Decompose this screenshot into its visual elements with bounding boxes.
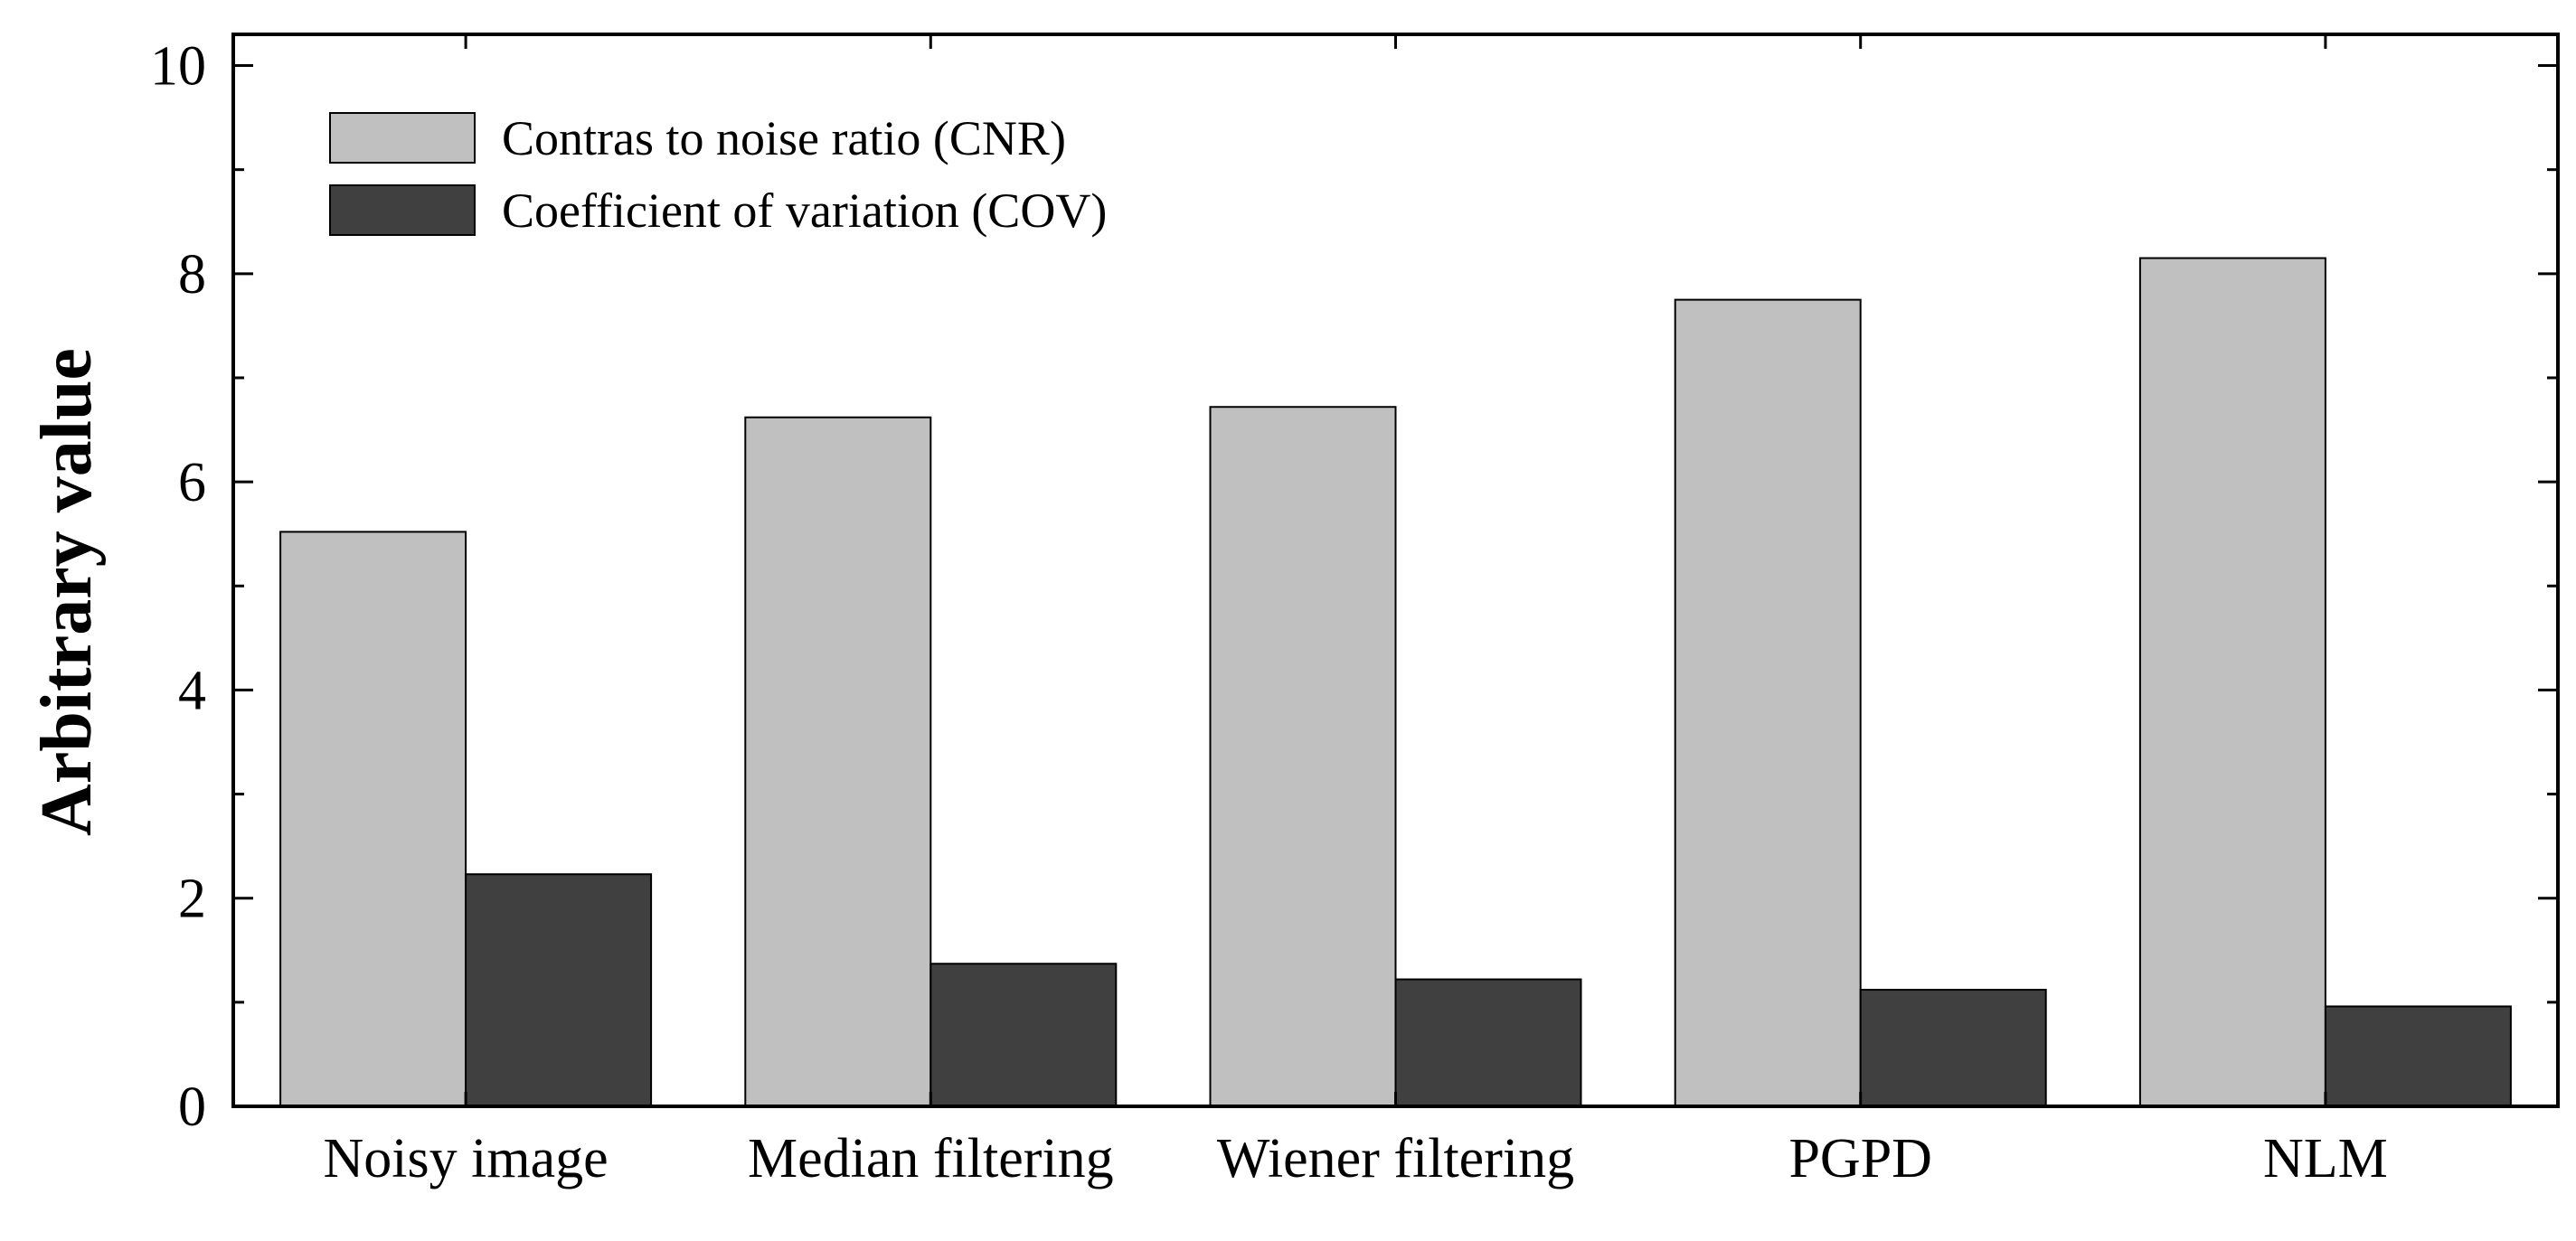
bar-cnr-2 bbox=[1209, 406, 1397, 1107]
x-category-label-3: PGPD bbox=[1788, 1128, 1932, 1189]
bar-cnr-4 bbox=[2138, 257, 2326, 1107]
y-tick-label-2: 4 bbox=[178, 660, 206, 721]
legend: Contras to noise ratio (CNR) Coefficient… bbox=[329, 111, 1107, 238]
bar-cnr-0 bbox=[279, 531, 467, 1107]
y-tick-label-0: 0 bbox=[178, 1076, 206, 1138]
ticks-layer bbox=[233, 34, 2558, 1108]
legend-label-cov: Coefficient of variation (COV) bbox=[502, 183, 1107, 238]
y-tick-label-5: 10 bbox=[150, 36, 206, 98]
bar-cnr-3 bbox=[1674, 298, 1862, 1108]
bar-cov-0 bbox=[465, 873, 653, 1107]
bar-cov-2 bbox=[1394, 978, 1582, 1108]
y-tick-labels: 0 2 4 6 8 10 bbox=[150, 36, 206, 1138]
bars-layer bbox=[279, 257, 2512, 1108]
legend-label-cnr: Contras to noise ratio (CNR) bbox=[502, 111, 1066, 165]
y-tick-label-3: 6 bbox=[178, 452, 206, 513]
bar-cov-1 bbox=[929, 963, 1118, 1107]
bar-cov-4 bbox=[2324, 1005, 2512, 1108]
y-tick-label-4: 8 bbox=[178, 244, 206, 306]
x-category-label-4: NLM bbox=[2263, 1128, 2388, 1189]
x-category-labels: Noisy image Median filtering Wiener filter… bbox=[324, 1128, 2388, 1189]
x-category-label-0: Noisy image bbox=[324, 1128, 609, 1189]
x-category-label-1: Median filtering bbox=[748, 1128, 1114, 1189]
bar-cov-3 bbox=[1859, 989, 2047, 1107]
y-axis-title: Arbitrary value bbox=[27, 348, 107, 836]
y-tick-label-1: 2 bbox=[178, 869, 206, 930]
legend-swatch-cnr bbox=[329, 112, 476, 164]
bar-cnr-1 bbox=[744, 416, 932, 1108]
legend-swatch-cov bbox=[329, 184, 476, 236]
x-category-label-2: Wiener filtering bbox=[1217, 1128, 1574, 1189]
